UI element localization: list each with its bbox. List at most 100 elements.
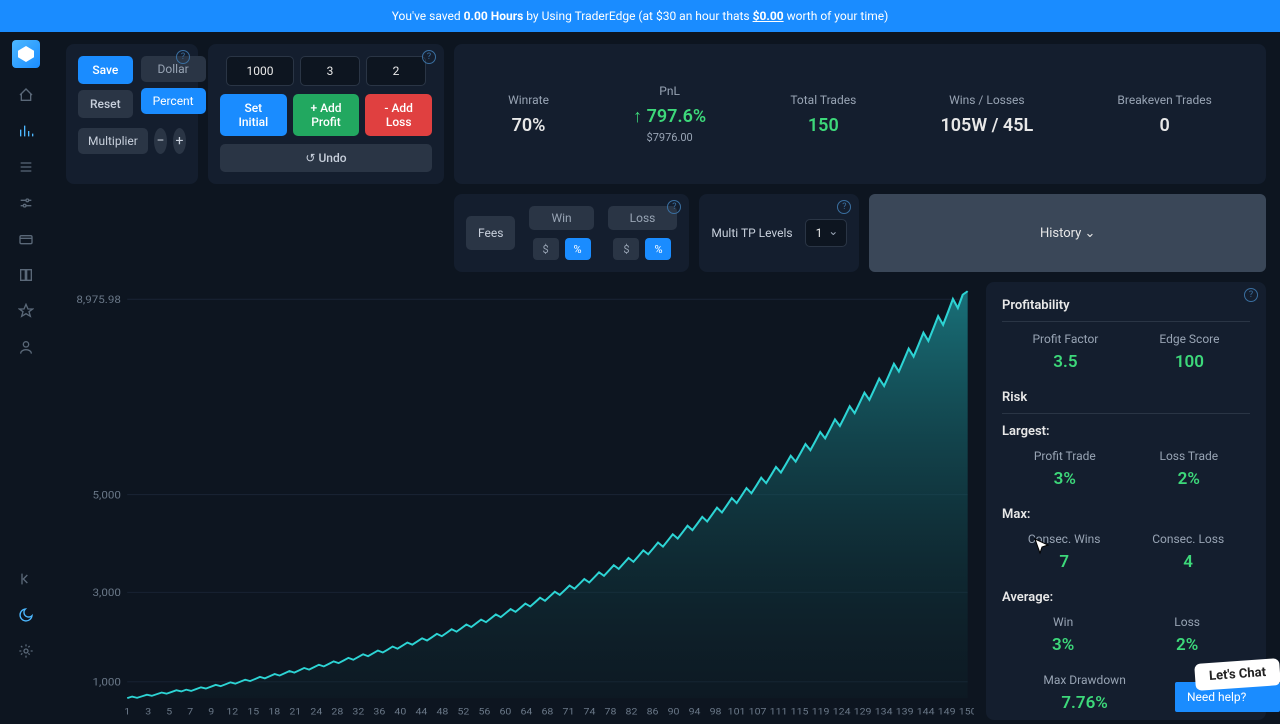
add-profit-button[interactable]: + Add Profit	[293, 94, 360, 136]
svg-text:129: 129	[854, 707, 872, 717]
svg-text:32: 32	[352, 707, 364, 717]
edge-score-stat: Edge Score 100	[1159, 332, 1219, 372]
profitability-title: Profitability	[1002, 298, 1250, 322]
add-loss-button[interactable]: - Add Loss	[365, 94, 432, 136]
svg-text:150: 150	[959, 707, 974, 717]
help-icon[interactable]: ?	[667, 200, 681, 214]
help-icon[interactable]: ?	[1244, 288, 1258, 302]
promo-banner: You've saved 0.00 Hours by Using TraderE…	[0, 0, 1280, 32]
tp-label: Multi TP Levels	[711, 226, 792, 240]
svg-text:5: 5	[166, 707, 172, 717]
undo-button[interactable]: ↺ Undo	[220, 144, 432, 172]
win-percent-toggle[interactable]: %	[565, 238, 591, 260]
dollar-toggle[interactable]: Dollar	[141, 56, 206, 82]
tp-select[interactable]: 1	[805, 219, 848, 247]
svg-text:90: 90	[668, 707, 680, 717]
sliders-icon[interactable]	[17, 194, 35, 212]
max-drawdown-stat: Max Drawdown 7.76%	[1043, 673, 1125, 713]
home-icon[interactable]	[17, 86, 35, 104]
equity-chart: 8,975.985,0003,0001,00013579121518212428…	[66, 282, 974, 720]
svg-text:64: 64	[521, 707, 533, 717]
chart-icon[interactable]	[17, 122, 35, 140]
svg-text:28: 28	[331, 707, 343, 717]
wins-losses-stat: Wins / Losses 105W / 45L	[940, 93, 1033, 136]
help-icon[interactable]: ?	[422, 50, 436, 64]
star-icon[interactable]	[17, 302, 35, 320]
fees-button[interactable]: Fees	[466, 216, 515, 250]
svg-text:5,000: 5,000	[93, 489, 121, 501]
consec-wins-stat: Consec. Wins 7	[1028, 532, 1101, 572]
loss-percent-toggle[interactable]: %	[645, 238, 671, 260]
profit-input[interactable]	[300, 56, 360, 86]
svg-text:149: 149	[938, 707, 956, 717]
wallet-icon[interactable]	[17, 230, 35, 248]
svg-text:7: 7	[187, 707, 193, 717]
side-stats-panel: ? Profitability Profit Factor 3.5 Edge S…	[986, 282, 1266, 720]
svg-text:111: 111	[770, 707, 788, 717]
svg-text:8,975.98: 8,975.98	[76, 294, 120, 306]
collapse-icon[interactable]	[17, 570, 35, 588]
win-dollar-toggle[interactable]: $	[533, 238, 559, 260]
list-icon[interactable]	[17, 158, 35, 176]
average-label: Average:	[1002, 590, 1250, 605]
svg-text:115: 115	[791, 707, 809, 717]
book-icon[interactable]	[17, 266, 35, 284]
avg-win-stat: Win 3%	[1052, 615, 1074, 655]
gear-icon[interactable]	[17, 642, 35, 660]
largest-label: Largest:	[1002, 424, 1250, 439]
svg-text:101: 101	[728, 707, 746, 717]
loss-dollar-toggle[interactable]: $	[613, 238, 639, 260]
svg-text:124: 124	[833, 707, 851, 717]
multiplier-minus[interactable]: −	[154, 128, 167, 154]
svg-text:71: 71	[563, 707, 575, 717]
max-label: Max:	[1002, 507, 1250, 522]
svg-text:21: 21	[289, 707, 301, 717]
svg-text:119: 119	[812, 707, 830, 717]
multiplier-label: Multiplier	[78, 128, 148, 154]
mode-panel: ? Save Reset Dollar Percent Multiplier −…	[66, 44, 198, 184]
svg-text:3,000: 3,000	[93, 587, 121, 599]
multiplier-plus[interactable]: +	[173, 128, 186, 154]
svg-text:94: 94	[689, 707, 701, 717]
svg-text:139: 139	[896, 707, 914, 717]
svg-text:68: 68	[542, 707, 554, 717]
svg-text:44: 44	[415, 707, 427, 717]
svg-text:82: 82	[626, 707, 638, 717]
help-icon[interactable]: ?	[837, 200, 851, 214]
set-initial-button[interactable]: Set Initial	[220, 94, 287, 136]
profit-factor-stat: Profit Factor 3.5	[1032, 332, 1098, 372]
profit-trade-stat: Profit Trade 3%	[1034, 449, 1096, 489]
loss-input[interactable]	[366, 56, 426, 86]
total-trades-stat: Total Trades 150	[790, 93, 856, 136]
save-button[interactable]: Save	[78, 56, 133, 84]
avg-loss-stat: Loss 2%	[1174, 615, 1200, 655]
svg-text:107: 107	[749, 707, 767, 717]
svg-text:1,000: 1,000	[93, 676, 121, 688]
svg-text:60: 60	[499, 707, 511, 717]
loss-trade-stat: Loss Trade 2%	[1159, 449, 1218, 489]
svg-text:86: 86	[647, 707, 659, 717]
initial-input[interactable]	[226, 56, 294, 86]
svg-text:12: 12	[226, 707, 238, 717]
help-icon[interactable]: ?	[176, 50, 190, 64]
svg-text:18: 18	[268, 707, 280, 717]
winrate-stat: Winrate 70%	[508, 93, 549, 136]
percent-toggle[interactable]: Percent	[141, 88, 206, 114]
svg-text:1: 1	[124, 707, 130, 717]
consec-loss-stat: Consec. Loss 4	[1152, 532, 1224, 572]
svg-text:52: 52	[457, 707, 469, 717]
entry-panel: ? Set Initial + Add Profit - Add Loss ↺ …	[208, 44, 444, 184]
svg-text:36: 36	[373, 707, 385, 717]
pnl-stat: PnL ↑ 797.6% $7976.00	[633, 84, 706, 144]
reset-button[interactable]: Reset	[78, 90, 133, 118]
chat-widget[interactable]: Let's Chat Need help?	[1175, 661, 1280, 712]
history-button[interactable]: History ⌄	[869, 194, 1266, 272]
svg-text:74: 74	[584, 707, 596, 717]
moon-icon[interactable]	[17, 606, 35, 624]
fees-panel: ? Fees Win $ % Loss $ %	[454, 194, 689, 272]
svg-text:48: 48	[436, 707, 448, 717]
user-icon[interactable]	[17, 338, 35, 356]
app-logo[interactable]	[12, 40, 40, 68]
svg-text:134: 134	[875, 707, 893, 717]
tp-panel: ? Multi TP Levels 1	[699, 194, 859, 272]
